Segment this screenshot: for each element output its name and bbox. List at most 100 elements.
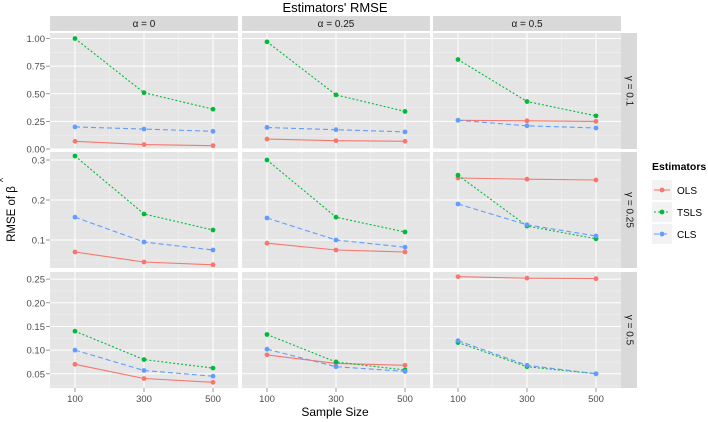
point-tsls-r2-c1-1 — [333, 359, 339, 365]
point-ols-r1-c2-2 — [593, 177, 599, 183]
point-ols-r0-c2-1 — [524, 118, 530, 124]
point-ols-r1-c0-0 — [72, 249, 78, 255]
point-tsls-r1-c1-2 — [402, 229, 408, 235]
point-cls-r2-c0-1 — [141, 368, 147, 373]
legend-point-ols — [659, 187, 665, 193]
point-cls-r0-c2-0 — [455, 117, 461, 123]
point-cls-r2-c1-1 — [333, 364, 339, 370]
point-cls-r1-c1-0 — [264, 215, 270, 221]
point-tsls-r2-c0-1 — [141, 357, 147, 362]
x-tick-label-c1-0: 100 — [259, 394, 275, 405]
panel-r1-c2 — [433, 152, 621, 268]
point-ols-r0-c1-0 — [264, 136, 270, 142]
row-strip-0 — [621, 33, 637, 149]
x-tick-label-c0-1: 300 — [136, 394, 152, 405]
point-ols-r1-c0-1 — [141, 259, 147, 265]
point-ols-r1-c1-2 — [402, 249, 408, 255]
series-line-tsls-r2-c1 — [266, 333, 406, 371]
legend: Estimators OLS TSLS CLS — [652, 161, 706, 244]
legend-point-tsls — [659, 209, 665, 215]
point-tsls-r0-c0-0 — [72, 36, 78, 41]
y-tick-label-r2-0: 0.05 — [27, 369, 46, 380]
point-tsls-r0-c2-0 — [455, 57, 461, 62]
point-ols-r0-c1-1 — [333, 138, 339, 144]
point-cls-r0-c1-1 — [333, 127, 339, 133]
point-tsls-r0-c2-2 — [593, 113, 599, 119]
point-ols-r2-c0-1 — [141, 376, 147, 381]
series-line-cls-r0-c0 — [74, 126, 214, 132]
point-cls-r0-c0-1 — [141, 126, 147, 132]
series-line-tsls-r0-c1 — [266, 41, 406, 112]
point-cls-r2-c0-2 — [210, 373, 216, 379]
legend-label-cls: CLS — [677, 230, 697, 241]
y-tick-label-r0-3: 0.75 — [27, 62, 46, 73]
point-tsls-r0-c1-2 — [402, 109, 408, 114]
y-tick-label-r0-4: 1.00 — [27, 34, 46, 45]
col-strip-label-1: α = 0.25 — [318, 19, 355, 30]
y-tick-label-r2-3: 0.20 — [27, 298, 46, 309]
row-strip-label-0: γ = 0.1 — [624, 76, 635, 107]
point-ols-r2-c2-1 — [524, 275, 530, 281]
legend-label-ols: OLS — [677, 186, 697, 197]
point-ols-r1-c1-1 — [333, 247, 339, 253]
point-cls-r1-c2-0 — [455, 201, 461, 207]
point-tsls-r1-c0-2 — [210, 227, 216, 233]
point-ols-r0-c1-2 — [402, 138, 408, 144]
legend-title: Estimators — [652, 161, 706, 173]
point-cls-r1-c1-1 — [333, 237, 339, 243]
point-ols-r2-c1-2 — [402, 362, 408, 368]
series-line-tsls-r1-c0 — [74, 155, 214, 231]
panel-r2-c0 — [50, 272, 238, 388]
x-tick-label-c0-0: 100 — [67, 394, 83, 405]
point-cls-r1-c0-0 — [72, 214, 78, 220]
y-tick-label-r2-2: 0.15 — [27, 322, 46, 333]
point-cls-r0-c2-2 — [593, 125, 599, 131]
col-strip-label-2: α = 0.5 — [511, 19, 543, 30]
point-ols-r0-c0-2 — [210, 143, 216, 149]
point-cls-r2-c1-0 — [264, 346, 270, 352]
row-strip-label-2: γ = 0.5 — [624, 315, 635, 346]
point-ols-r0-c2-2 — [593, 118, 599, 124]
point-ols-r2-c0-2 — [210, 379, 216, 385]
point-ols-r1-c1-0 — [264, 240, 270, 246]
point-cls-r0-c0-2 — [210, 128, 216, 134]
point-tsls-r2-c1-0 — [264, 332, 270, 337]
col-strip-label-0: α = 0 — [133, 19, 156, 30]
panel-r0-c1 — [242, 33, 430, 150]
legend-point-cls — [659, 231, 665, 237]
x-axis-title: Sample Size — [301, 405, 369, 419]
point-cls-r1-c0-2 — [210, 247, 216, 253]
x-tick-label-c0-2: 500 — [205, 394, 221, 405]
point-tsls-r0-c2-1 — [524, 99, 530, 104]
y-axis-title-hat: ^ — [0, 177, 8, 182]
y-tick-label-r1-2: 0.3 — [32, 156, 45, 167]
panel-r0-c0 — [50, 33, 238, 150]
point-cls-r2-c2-1 — [524, 362, 530, 368]
panel-r0-c2 — [433, 33, 621, 150]
x-tick-label-c2-2: 500 — [588, 394, 604, 405]
point-tsls-r1-c1-1 — [333, 214, 339, 220]
point-ols-r2-c1-0 — [264, 352, 270, 358]
legend-item-cls: CLS — [652, 224, 697, 244]
col-strip-0 — [50, 16, 238, 31]
point-cls-r0-c1-2 — [402, 129, 408, 135]
series-line-cls-r0-c1 — [266, 126, 406, 133]
y-axis-title-beta: β — [6, 186, 18, 193]
point-cls-r0-c2-1 — [524, 123, 530, 129]
col-strip-2 — [433, 16, 621, 31]
point-cls-r0-c1-0 — [264, 125, 270, 130]
point-tsls-r2-c0-0 — [72, 328, 78, 334]
row-strip-2 — [621, 272, 637, 388]
row-strip-1 — [621, 152, 637, 268]
point-tsls-r1-c2-0 — [455, 172, 461, 178]
point-tsls-r2-c0-2 — [210, 365, 216, 371]
y-tick-label-r2-1: 0.10 — [27, 346, 46, 357]
point-cls-r0-c0-0 — [72, 124, 78, 130]
point-ols-r2-c0-0 — [72, 361, 78, 367]
legend-item-tsls: TSLS — [652, 202, 702, 222]
point-tsls-r1-c1-0 — [264, 157, 270, 163]
svg-text:RMSE of β: RMSE of β — [6, 186, 18, 242]
point-cls-r1-c2-2 — [593, 233, 599, 239]
y-tick-label-r1-1: 0.2 — [32, 196, 45, 207]
